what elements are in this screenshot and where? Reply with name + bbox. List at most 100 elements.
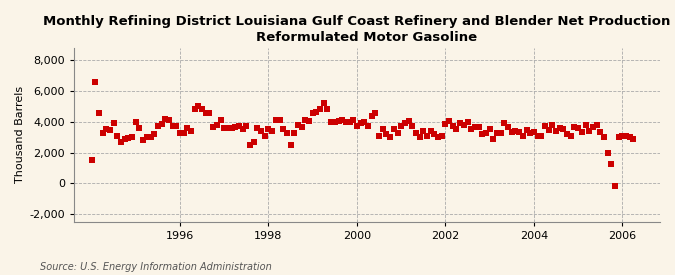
Point xyxy=(226,126,237,130)
Point xyxy=(443,119,454,123)
Point xyxy=(477,132,488,136)
Text: Source: U.S. Energy Information Administration: Source: U.S. Energy Information Administ… xyxy=(40,262,272,272)
Point xyxy=(547,123,558,127)
Point xyxy=(134,126,145,130)
Point xyxy=(499,121,510,125)
Point xyxy=(190,107,200,112)
Point xyxy=(326,120,337,124)
Point xyxy=(101,126,111,131)
Point xyxy=(614,135,624,139)
Point xyxy=(481,131,491,136)
Point xyxy=(286,143,296,147)
Point xyxy=(591,123,602,127)
Point xyxy=(576,130,587,134)
Point xyxy=(86,158,97,163)
Point xyxy=(580,123,591,127)
Point xyxy=(462,120,473,124)
Point xyxy=(348,118,358,122)
Point xyxy=(377,127,388,132)
Point xyxy=(529,130,539,134)
Point xyxy=(525,130,536,135)
Point xyxy=(566,133,576,138)
Point xyxy=(215,118,226,122)
Point xyxy=(211,123,222,127)
Point xyxy=(108,121,119,125)
Point xyxy=(319,101,329,106)
Point xyxy=(296,125,307,129)
Point xyxy=(352,124,362,129)
Point xyxy=(458,123,469,127)
Point xyxy=(491,130,502,135)
Point xyxy=(223,126,234,130)
Point xyxy=(244,143,255,147)
Point xyxy=(624,135,635,139)
Point xyxy=(193,104,204,109)
Point xyxy=(238,126,248,131)
Point xyxy=(414,135,425,139)
Point xyxy=(267,129,277,133)
Y-axis label: Thousand Barrels: Thousand Barrels xyxy=(15,86,25,183)
Point xyxy=(495,130,506,135)
Point xyxy=(263,127,274,132)
Point xyxy=(300,118,310,122)
Point xyxy=(374,133,385,138)
Point xyxy=(167,124,178,129)
Point xyxy=(311,109,322,114)
Point xyxy=(455,121,466,125)
Point xyxy=(259,133,270,138)
Point xyxy=(403,119,414,123)
Point xyxy=(558,126,569,131)
Point xyxy=(400,120,410,125)
Point xyxy=(429,132,440,136)
Point xyxy=(440,122,451,126)
Point xyxy=(344,120,355,124)
Point xyxy=(289,130,300,135)
Point xyxy=(200,110,211,115)
Title: Monthly Refining District Louisiana Gulf Coast Refinery and Blender Net Producti: Monthly Refining District Louisiana Gulf… xyxy=(43,15,675,44)
Point xyxy=(370,110,381,115)
Point xyxy=(606,162,617,166)
Point xyxy=(506,130,517,134)
Point xyxy=(340,120,351,124)
Point xyxy=(392,131,403,136)
Point xyxy=(532,133,543,138)
Point xyxy=(355,121,366,125)
Point xyxy=(148,132,159,136)
Point xyxy=(410,130,421,135)
Point xyxy=(539,124,550,129)
Point xyxy=(329,120,340,124)
Point xyxy=(422,133,433,138)
Point xyxy=(381,132,392,136)
Point xyxy=(94,110,105,115)
Point xyxy=(208,125,219,129)
Point xyxy=(362,124,373,129)
Point xyxy=(130,120,141,124)
Point xyxy=(448,124,458,129)
Point xyxy=(569,125,580,129)
Point xyxy=(584,129,595,133)
Point xyxy=(292,123,303,127)
Point xyxy=(470,125,481,129)
Point xyxy=(488,136,499,141)
Point xyxy=(388,127,399,132)
Point xyxy=(610,184,620,189)
Point xyxy=(418,129,429,133)
Point xyxy=(573,126,584,130)
Point xyxy=(562,132,572,136)
Point xyxy=(521,128,532,133)
Point xyxy=(367,113,377,118)
Point xyxy=(97,131,108,136)
Point xyxy=(252,126,263,130)
Point xyxy=(484,127,495,132)
Point xyxy=(473,125,484,129)
Point xyxy=(271,118,281,122)
Point xyxy=(425,129,436,133)
Point xyxy=(307,110,318,115)
Point xyxy=(145,135,156,139)
Point xyxy=(315,106,325,111)
Point xyxy=(510,129,521,133)
Point xyxy=(171,123,182,128)
Point xyxy=(278,127,289,132)
Point xyxy=(466,127,477,132)
Point xyxy=(119,137,130,142)
